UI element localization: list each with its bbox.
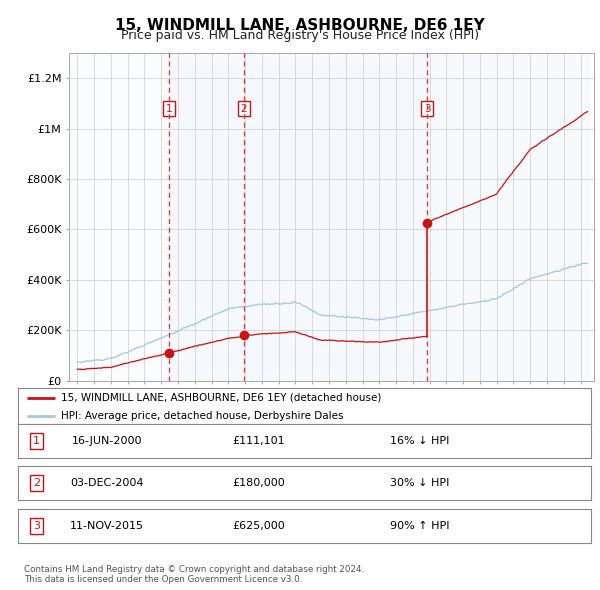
Text: 11-NOV-2015: 11-NOV-2015 bbox=[70, 521, 144, 530]
Text: 1: 1 bbox=[33, 437, 40, 446]
Text: 30% ↓ HPI: 30% ↓ HPI bbox=[391, 478, 450, 488]
Text: £111,101: £111,101 bbox=[232, 437, 285, 446]
Text: 15, WINDMILL LANE, ASHBOURNE, DE6 1EY: 15, WINDMILL LANE, ASHBOURNE, DE6 1EY bbox=[115, 18, 485, 32]
Text: 90% ↑ HPI: 90% ↑ HPI bbox=[391, 521, 450, 530]
Text: HPI: Average price, detached house, Derbyshire Dales: HPI: Average price, detached house, Derb… bbox=[61, 411, 343, 421]
Text: £625,000: £625,000 bbox=[232, 521, 285, 530]
Bar bbox=[244, 53, 427, 381]
Text: 15, WINDMILL LANE, ASHBOURNE, DE6 1EY (detached house): 15, WINDMILL LANE, ASHBOURNE, DE6 1EY (d… bbox=[61, 393, 382, 403]
Text: 16-JUN-2000: 16-JUN-2000 bbox=[71, 437, 142, 446]
Text: Contains HM Land Registry data © Crown copyright and database right 2024.
This d: Contains HM Land Registry data © Crown c… bbox=[24, 565, 364, 584]
Bar bbox=[169, 53, 244, 381]
Text: Price paid vs. HM Land Registry's House Price Index (HPI): Price paid vs. HM Land Registry's House … bbox=[121, 30, 479, 42]
Text: 3: 3 bbox=[424, 103, 431, 113]
Text: 2: 2 bbox=[33, 478, 40, 488]
Text: 2: 2 bbox=[241, 103, 247, 113]
Text: £180,000: £180,000 bbox=[232, 478, 285, 488]
Text: 1: 1 bbox=[166, 103, 172, 113]
Text: 3: 3 bbox=[33, 521, 40, 530]
Text: 03-DEC-2004: 03-DEC-2004 bbox=[70, 478, 143, 488]
Text: 16% ↓ HPI: 16% ↓ HPI bbox=[391, 437, 450, 446]
Bar bbox=[69, 53, 169, 381]
Bar bbox=[427, 53, 589, 381]
